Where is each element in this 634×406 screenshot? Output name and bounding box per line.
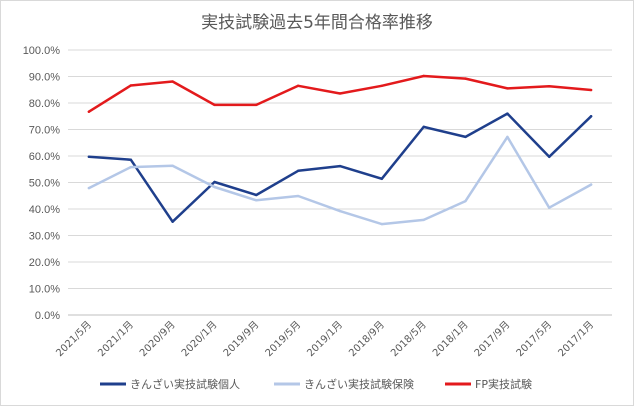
data-point [380, 84, 384, 87]
data-point [380, 177, 384, 180]
data-point [129, 84, 132, 87]
data-point [213, 180, 216, 184]
data-point [87, 186, 91, 190]
legend-label: FP実技試験 [475, 377, 532, 391]
data-point [589, 183, 593, 186]
y-tick-label: 20.0% [29, 257, 60, 269]
data-point [255, 199, 258, 202]
data-point [213, 185, 216, 189]
data-point [548, 206, 551, 209]
x-tick-label: 2021/1月 [95, 319, 135, 359]
data-point [422, 74, 425, 78]
x-tick-label: 2018/1月 [430, 319, 470, 359]
data-point [213, 103, 216, 107]
data-point [171, 80, 174, 83]
series-lines [87, 74, 593, 226]
y-tick-label: 90.0% [29, 72, 60, 84]
data-point [338, 164, 342, 168]
x-tick-label: 2019/1月 [305, 319, 345, 359]
data-point [464, 199, 467, 203]
x-tick-label: 2019/9月 [221, 319, 261, 359]
chart-title: 実技試験過去5年間合格率推移 [201, 13, 433, 33]
data-point [380, 222, 384, 226]
x-tick-label: 2017/9月 [472, 319, 512, 359]
data-point [464, 135, 467, 139]
y-tick-label: 70.0% [29, 125, 60, 137]
data-point [506, 135, 509, 139]
data-point [296, 194, 300, 198]
legend-label: きんざい実技試験保険 [304, 377, 414, 391]
x-tick-label: 2020/1月 [179, 319, 219, 359]
data-point [506, 112, 509, 115]
data-point [129, 165, 132, 169]
data-point [171, 220, 174, 223]
data-point [296, 169, 300, 173]
x-tick-label: 2020/9月 [137, 319, 177, 359]
x-axis-ticks: 2021/5月 2021/1月 2020/9月 2020/1月 2019/9月 2019/… [54, 319, 597, 359]
x-tick-label: 2018/5月 [388, 319, 428, 359]
x-tick-label: 2021/5月 [54, 319, 94, 359]
data-point [255, 103, 258, 107]
data-point [548, 85, 551, 88]
x-tick-label: 2017/1月 [556, 319, 596, 359]
data-point [548, 155, 551, 158]
y-tick-label: 30.0% [29, 231, 60, 243]
data-point [422, 125, 425, 129]
data-point [589, 115, 593, 118]
data-point [338, 209, 342, 213]
x-tick-label: 2018/9月 [347, 319, 387, 359]
y-tick-label: 100.0% [23, 45, 61, 57]
x-tick-label: 2017/5月 [514, 319, 554, 359]
y-tick-label: 40.0% [29, 204, 60, 216]
y-tick-label: 80.0% [29, 98, 60, 110]
y-tick-label: 10.0% [29, 284, 60, 296]
data-point [506, 87, 509, 90]
data-point [171, 164, 174, 168]
gridlines [68, 49, 612, 289]
data-point [87, 155, 91, 158]
y-axis-ticks: 0.0% 10.0% 20.0% 30.0% 40.0% 50.0% 60.0% 70.0% 8… [23, 45, 61, 322]
y-tick-label: 0.0% [35, 310, 60, 322]
x-tick-label: 2019/5月 [263, 319, 303, 359]
y-tick-label: 50.0% [29, 178, 60, 190]
data-point [464, 77, 467, 80]
data-point [87, 110, 91, 113]
legend: きんざい実技試験個人 きんざい実技試験保険 FP実技試験 [100, 377, 532, 391]
data-point [296, 84, 300, 87]
legend-label: きんざい実技試験個人 [130, 377, 240, 391]
data-point [422, 218, 425, 222]
data-point [589, 88, 593, 92]
y-tick-label: 60.0% [29, 151, 60, 163]
data-point [255, 193, 258, 197]
data-point [129, 158, 132, 161]
data-point [338, 92, 342, 95]
